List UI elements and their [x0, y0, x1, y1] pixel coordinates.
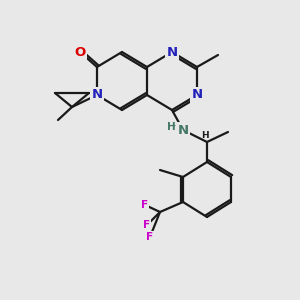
Text: H: H: [167, 122, 176, 132]
Text: N: N: [191, 88, 203, 101]
Text: F: F: [146, 232, 154, 242]
Text: H: H: [201, 130, 209, 140]
Text: N: N: [177, 124, 189, 136]
Text: ·: ·: [173, 121, 177, 134]
Text: F: F: [143, 220, 151, 230]
Text: N: N: [167, 46, 178, 59]
Text: N: N: [92, 88, 103, 101]
Text: O: O: [74, 46, 86, 59]
Text: F: F: [141, 200, 148, 210]
